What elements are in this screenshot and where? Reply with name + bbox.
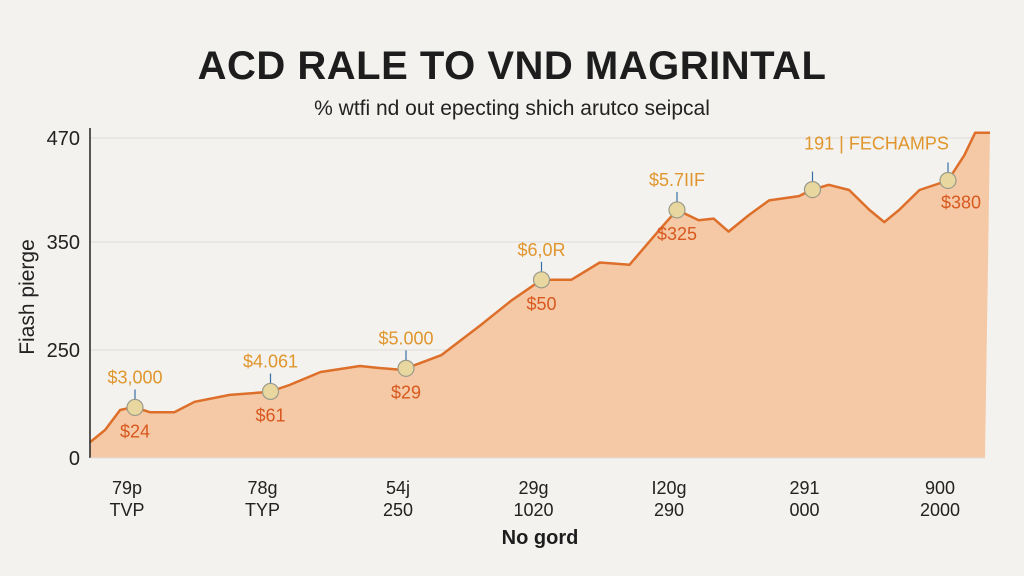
x-tick-label: 000 <box>789 500 819 520</box>
y-tick-label: 470 <box>47 128 80 150</box>
annotation-bottom: $50 <box>526 294 556 314</box>
annotation-top: $5.000 <box>378 328 433 348</box>
y-tick-label: 350 <box>47 232 80 254</box>
x-tick-label: 2000 <box>920 500 960 520</box>
x-axis-label: No gord <box>501 527 579 549</box>
data-marker <box>803 181 822 199</box>
x-tick-label: TYP <box>245 500 280 520</box>
annotation-top: $3,000 <box>107 367 162 387</box>
area-fill <box>90 132 990 459</box>
x-tick-label: 250 <box>383 500 413 520</box>
chart-subtitle: % wtfi nd out epecting shich arutco seip… <box>314 97 710 120</box>
data-marker <box>397 359 415 377</box>
annotation-bottom: $61 <box>255 405 285 425</box>
annotation-top: $5.7IIF <box>649 170 705 190</box>
data-marker <box>939 171 957 190</box>
annotation-top: $6,0R <box>517 240 565 260</box>
x-tick-label: I20g <box>651 478 686 498</box>
x-tick-label: TVP <box>109 500 144 520</box>
x-tick-label: 291 <box>789 478 819 498</box>
annotation-bottom: $24 <box>120 421 150 441</box>
x-tick-label: 1020 <box>513 500 553 520</box>
y-tick-label: 0 <box>69 448 80 470</box>
data-marker <box>261 382 280 401</box>
x-tick-label: 54j <box>386 478 410 498</box>
annotation-top: $4.061 <box>243 351 298 371</box>
chart-title: ACD RALE TO VND MAGRINTAL <box>197 44 827 88</box>
x-tick-label: 900 <box>925 478 955 498</box>
x-tick-label: 29g <box>518 478 548 498</box>
data-marker <box>532 271 551 289</box>
data-marker <box>668 201 686 219</box>
series-line <box>89 131 990 443</box>
annotation-bottom: $325 <box>657 224 697 244</box>
annotation-top: 191 | FECHAMPS <box>804 134 949 154</box>
data-marker <box>126 398 144 417</box>
x-tick-label: 79p <box>112 478 142 498</box>
x-tick-label: 78g <box>247 478 277 498</box>
y-tick-label: 250 <box>47 340 80 362</box>
x-tick-label: 290 <box>654 500 684 520</box>
annotation-bottom: $29 <box>391 382 421 402</box>
annotation-bottom: $380 <box>941 192 981 212</box>
